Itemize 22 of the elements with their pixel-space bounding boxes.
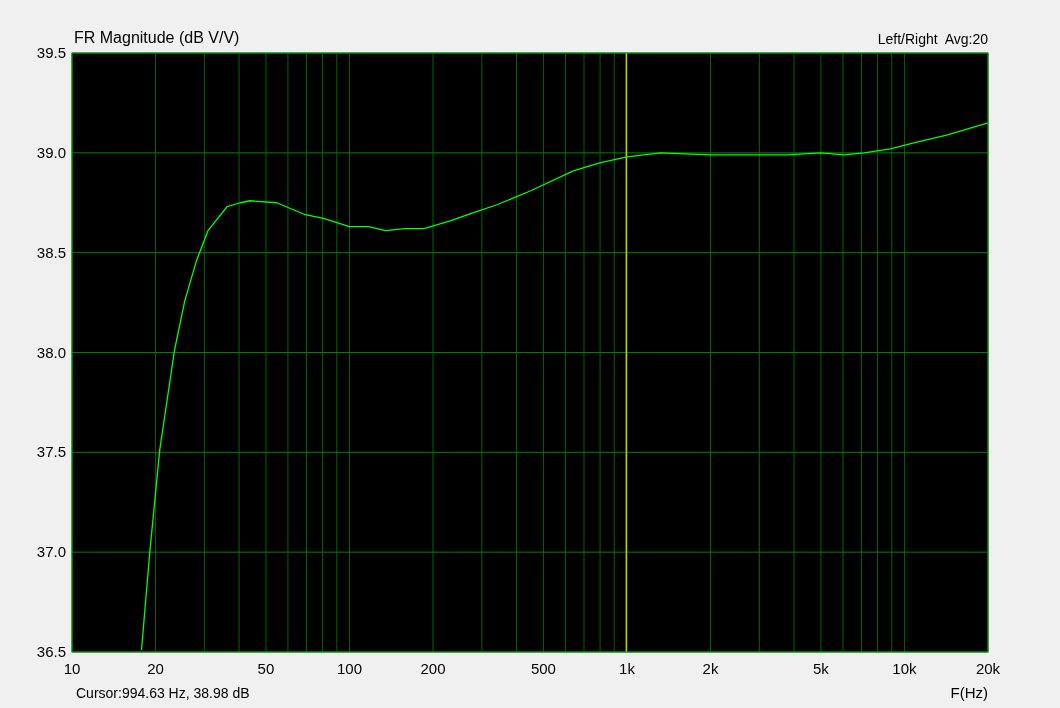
x-tick-label: 1k bbox=[619, 660, 636, 677]
x-tick-label: 200 bbox=[420, 660, 446, 677]
x-tick-label: 50 bbox=[257, 660, 275, 677]
text: Cursor:994.63 Hz, 38.98 dB bbox=[76, 685, 250, 701]
x-tick-label: 2k bbox=[702, 660, 719, 677]
x-axis-title: F(Hz) bbox=[950, 684, 988, 701]
x-tick-label: 10 bbox=[63, 660, 81, 677]
y-tick-label: 37.5 bbox=[36, 443, 66, 461]
x-tick-label: 5k bbox=[813, 660, 830, 677]
x-tick-label: 20 bbox=[147, 660, 164, 677]
y-tick-label: 37.0 bbox=[36, 543, 66, 561]
x-tick-label: 10k bbox=[892, 660, 918, 677]
text: Left/Right Avg:20 bbox=[877, 31, 989, 47]
y-tick-label: 36.5 bbox=[36, 643, 66, 660]
chart-title: FR Magnitude (dB V/V) bbox=[74, 29, 240, 46]
y-tick-label: 38.0 bbox=[36, 343, 66, 361]
y-tick-label: 38.5 bbox=[36, 243, 66, 261]
y-tick-label: 39.0 bbox=[36, 143, 66, 161]
y-tick-label: 39.5 bbox=[36, 44, 66, 61]
x-tick-label: 500 bbox=[530, 660, 556, 677]
x-tick-label: 100 bbox=[336, 660, 362, 677]
x-tick-label: 20k bbox=[975, 660, 1001, 677]
